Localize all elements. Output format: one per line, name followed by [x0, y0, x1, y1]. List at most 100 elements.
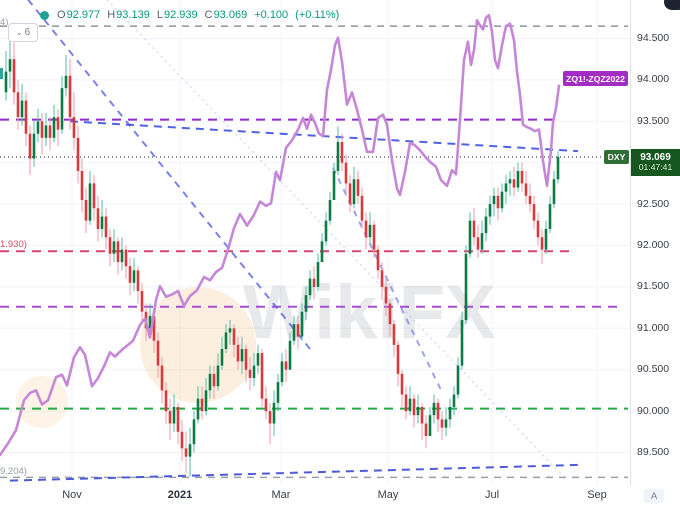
left-edge-fragment	[0, 68, 3, 79]
candlestick	[360, 195, 364, 221]
change-value: +0.100	[254, 9, 289, 21]
close-value: 93.069	[213, 9, 248, 21]
candlestick	[380, 270, 384, 287]
candlestick	[428, 415, 432, 436]
candlestick	[504, 183, 508, 192]
price-axis-border	[630, 0, 631, 486]
candlestick	[476, 237, 480, 250]
candlestick	[368, 224, 372, 238]
overlay-price-label: ZQ1!-ZQZ2022	[563, 71, 628, 86]
price-tick-label: 94.500	[637, 32, 670, 44]
change-percent: (+0.11%)	[295, 9, 340, 21]
trendline-ascending-support[interactable]	[9, 463, 579, 482]
candlestick	[236, 344, 240, 362]
high-label: H	[107, 9, 116, 21]
price-tick-label: 94.000	[637, 73, 670, 86]
candlestick	[492, 195, 496, 205]
candlestick	[420, 406, 424, 424]
candlestick	[4, 71, 8, 93]
candlestick	[324, 220, 328, 242]
clipped-level-label: 9.204)	[0, 466, 27, 477]
candlestick	[388, 303, 392, 325]
candlestick	[56, 117, 60, 130]
candlestick	[256, 353, 260, 366]
candlestick	[520, 170, 524, 184]
time-tick-label: Jul	[484, 489, 500, 501]
candlestick	[416, 406, 420, 416]
candlestick	[136, 270, 140, 292]
candlestick	[36, 121, 40, 134]
candlestick	[20, 100, 24, 118]
last-price-axis-box: 93.069 01:47:41	[631, 149, 680, 176]
candlestick	[192, 419, 196, 445]
candlestick	[356, 179, 360, 196]
candlestick	[464, 253, 468, 321]
candlestick	[128, 266, 132, 283]
candlestick	[80, 170, 84, 200]
candlestick	[12, 59, 16, 93]
candlestick	[272, 402, 276, 424]
candlestick	[96, 208, 100, 229]
candlestick	[472, 220, 476, 238]
candlestick	[524, 183, 528, 196]
candlestick	[552, 179, 556, 205]
candlestick	[64, 75, 68, 89]
candlestick	[168, 411, 172, 424]
candlestick	[328, 199, 332, 221]
candlestick	[220, 349, 224, 366]
trendline-faint-channel-line[interactable]	[106, 0, 566, 479]
price-tick-label: 91.000	[637, 321, 670, 334]
candlestick	[548, 204, 552, 229]
candlestick	[336, 142, 340, 171]
candlestick	[372, 224, 376, 250]
symbol-price-label: DXY	[604, 150, 629, 164]
candlestick	[108, 237, 112, 254]
candlestick	[300, 311, 304, 337]
candlestick	[8, 59, 12, 72]
open-value: 92.977	[66, 9, 101, 21]
candlestick	[484, 216, 488, 234]
price-axis[interactable]: 94.50094.00093.50093.00092.50092.00091.5…	[630, 0, 680, 486]
candlestick	[212, 373, 216, 387]
candlestick	[100, 216, 104, 229]
candlestick	[396, 344, 400, 374]
candlestick	[448, 406, 452, 420]
series-color-dot	[40, 10, 49, 20]
time-axis[interactable]: Nov 2021 Mar May Jul Sep	[0, 486, 680, 506]
candlestick	[72, 117, 76, 138]
time-tick-label: Sep	[587, 489, 607, 501]
candlestick	[384, 286, 388, 304]
price-tick-label: 89.500	[637, 446, 670, 458]
candlestick	[440, 419, 444, 428]
price-tick-label: 92.500	[637, 197, 670, 210]
candlestick	[512, 179, 516, 188]
auto-scale-button[interactable]: A	[644, 489, 664, 503]
candlestick	[412, 398, 416, 416]
bar-countdown: 01:47:41	[638, 162, 673, 173]
ohlc-legend[interactable]: O 92.977 H 93.139 L 92.939 C 93.069 +0.1…	[40, 7, 339, 23]
price-tick-label: 90.500	[637, 363, 670, 376]
candlestick	[112, 241, 116, 254]
trendline-steep-from-march-high[interactable]	[332, 167, 443, 393]
candlestick	[292, 324, 296, 341]
candlestick	[304, 295, 308, 312]
trendline-steep-channel-upper[interactable]	[27, 0, 313, 353]
candlestick	[140, 291, 144, 312]
legend-collapse-toggle[interactable]: ⌄ 6	[8, 23, 38, 42]
candlestick	[244, 349, 248, 370]
candlestick	[248, 369, 252, 378]
candlestick	[376, 249, 380, 271]
candlestick	[268, 411, 272, 424]
candlestick	[188, 444, 192, 457]
close-label: C	[204, 9, 213, 21]
watermark-eagle-icon	[140, 287, 256, 403]
candlestick	[132, 270, 136, 283]
candlestick	[264, 398, 268, 412]
time-tick-label: 2021	[167, 489, 193, 501]
candlestick	[456, 365, 460, 395]
candlestick	[156, 340, 160, 366]
candlestick	[408, 398, 412, 412]
price-tick-label: 91.500	[637, 280, 670, 293]
time-tick-label: Nov	[62, 489, 82, 501]
